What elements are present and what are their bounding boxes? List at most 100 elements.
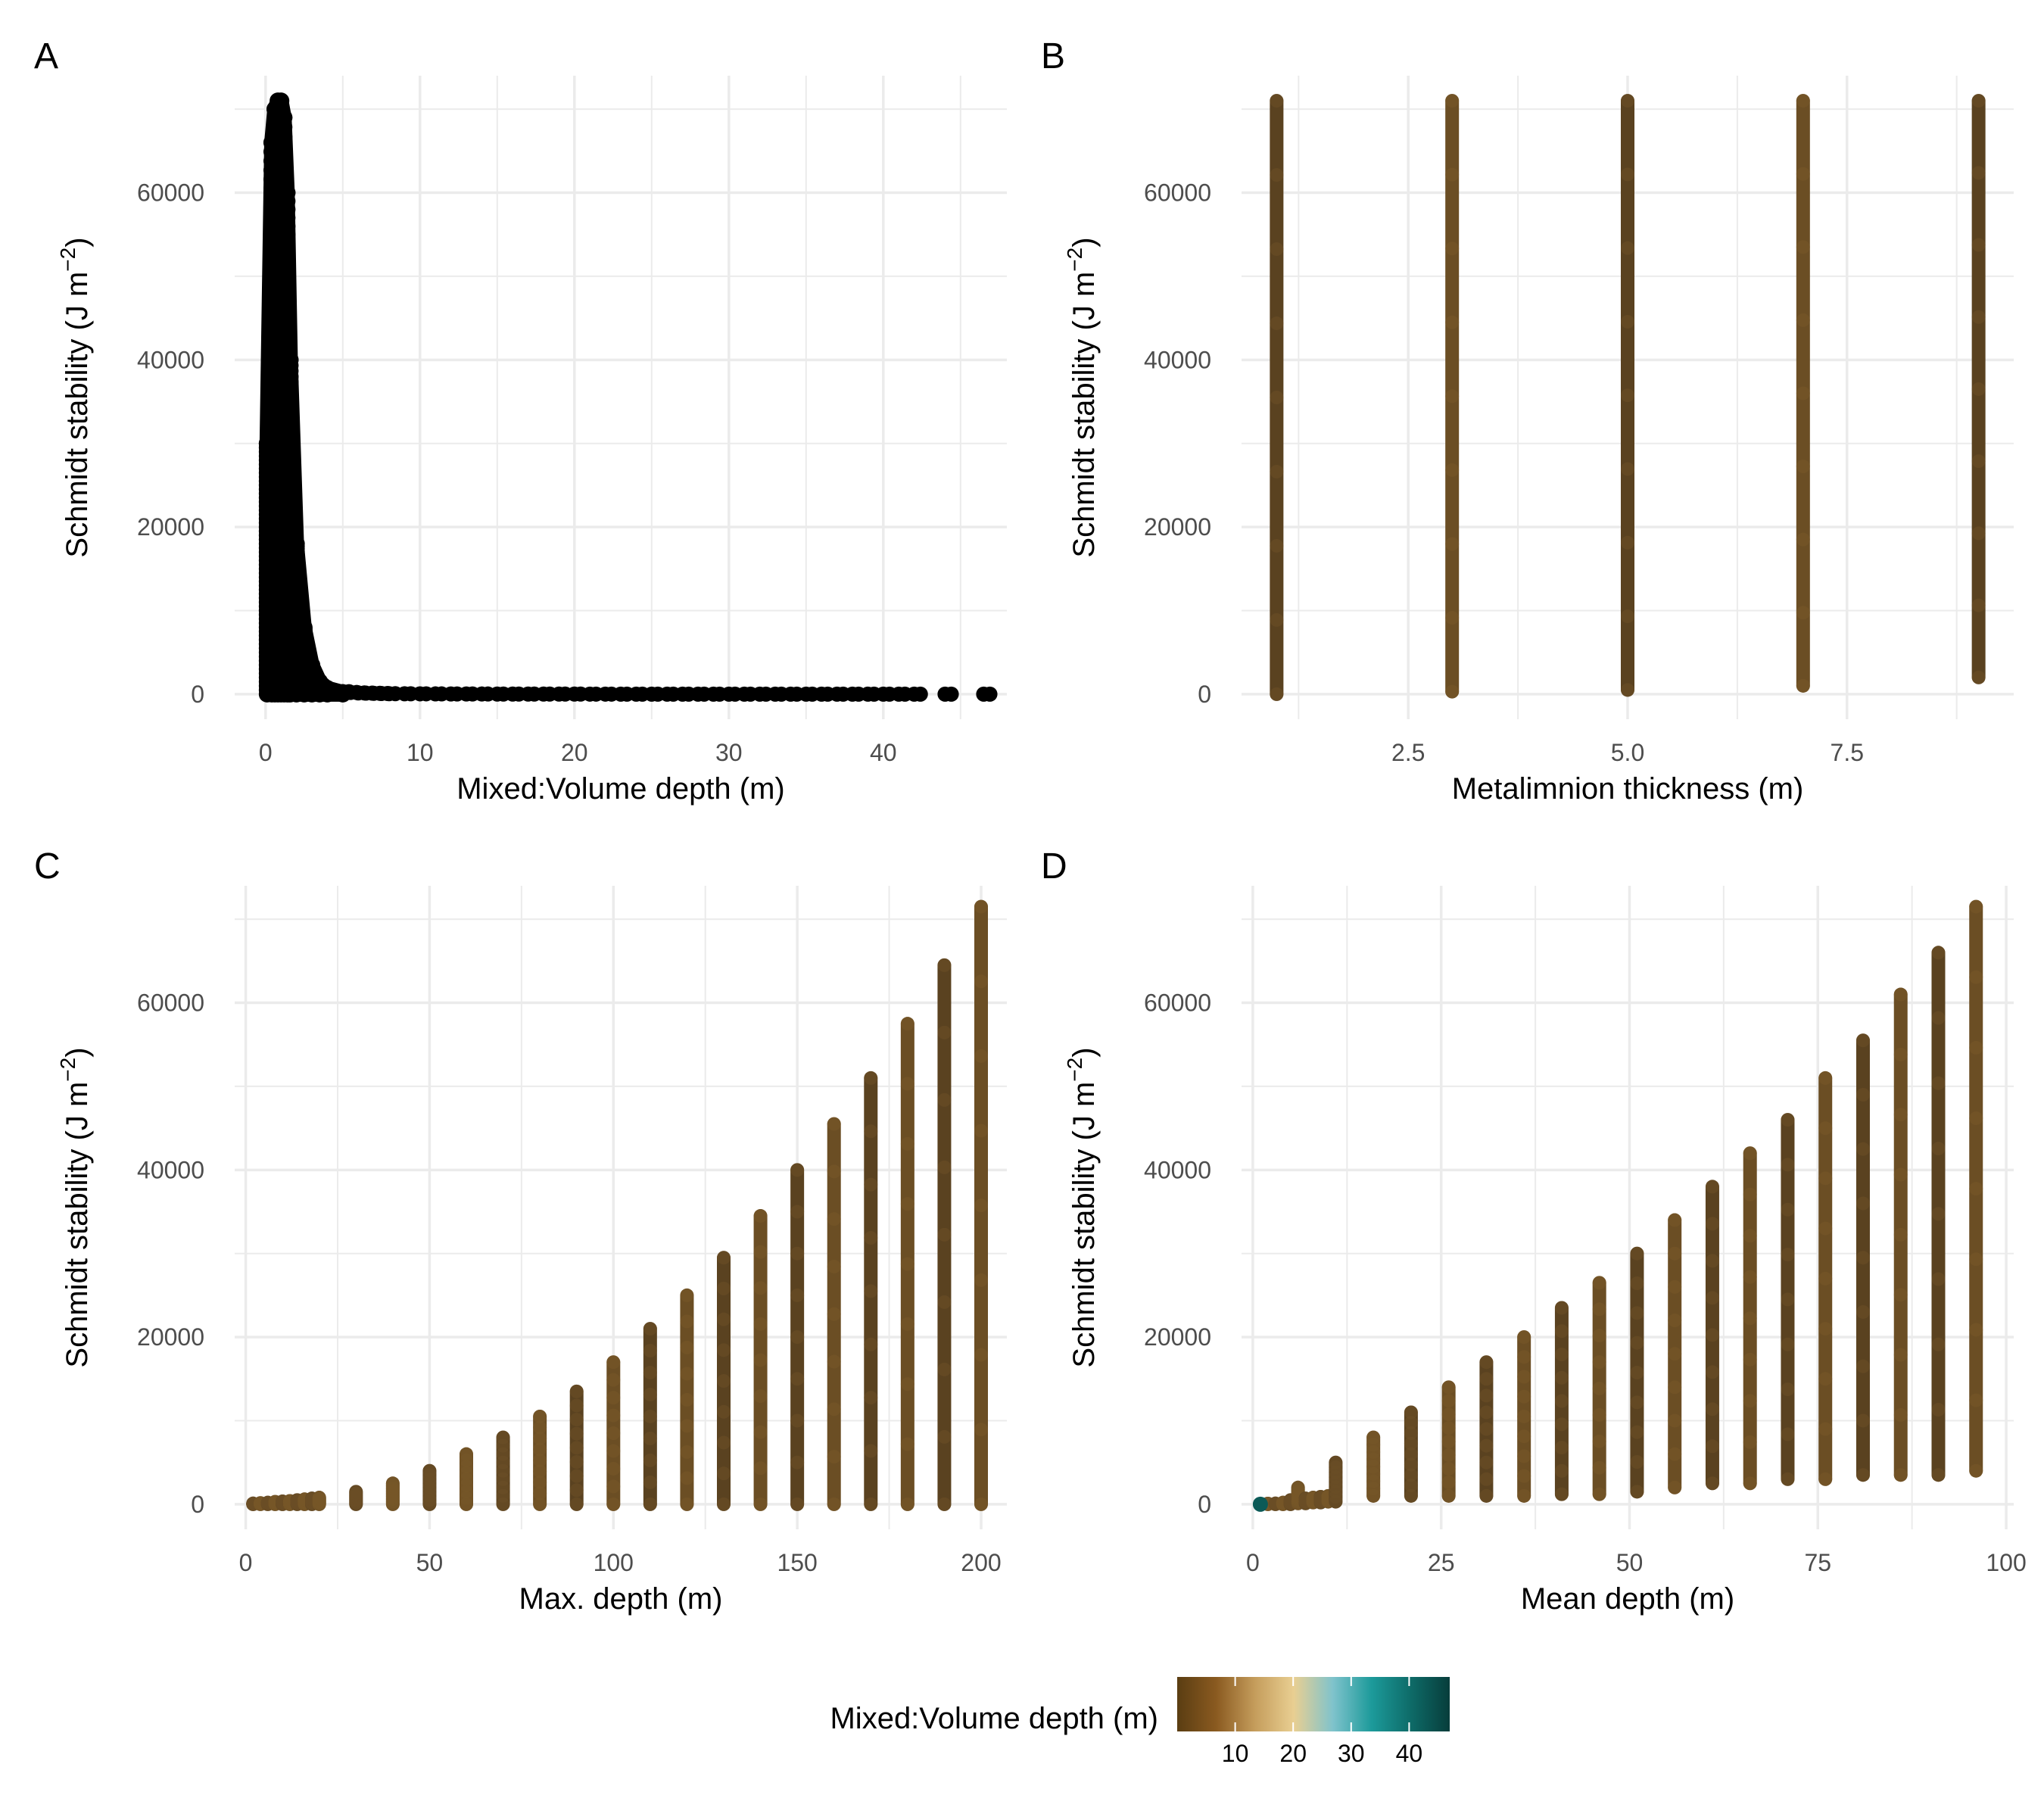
- data-point: [864, 1337, 878, 1351]
- data-point: [1705, 1476, 1719, 1491]
- data-point: [680, 1367, 694, 1381]
- data-point: [643, 1497, 657, 1511]
- data-point: [569, 1398, 584, 1413]
- y-axis-title-sup: −2: [1063, 1058, 1086, 1082]
- dense-point-cloud: [259, 93, 351, 702]
- data-point: [1893, 1468, 1908, 1482]
- data-point: [1441, 1461, 1456, 1476]
- data-point: [864, 1177, 878, 1192]
- data-point: [533, 1453, 547, 1467]
- data-point: [1818, 1121, 1833, 1136]
- y-axis-title-close: ): [1067, 237, 1101, 247]
- data-point: [1931, 1076, 1946, 1090]
- y-tick-label: 0: [1198, 1491, 1211, 1518]
- data-marks: [258, 92, 998, 703]
- data-point: [827, 1307, 841, 1321]
- data-point: [1668, 1380, 1682, 1395]
- data-point: [1796, 606, 1810, 620]
- data-point: [1630, 1395, 1644, 1410]
- data-point: [753, 1353, 768, 1367]
- data-point: [1445, 389, 1460, 404]
- y-tick-label: 60000: [137, 990, 204, 1017]
- data-point: [864, 1124, 878, 1139]
- data-point: [1554, 1394, 1569, 1408]
- data-point: [606, 1479, 621, 1494]
- data-point: [1893, 1108, 1908, 1122]
- x-tick-label: 100: [594, 1549, 634, 1576]
- data-point: [900, 1437, 915, 1451]
- data-marks: [1270, 94, 1986, 701]
- data-point: [1592, 1460, 1606, 1475]
- data-point: [1592, 1407, 1606, 1422]
- data-point: [1404, 1479, 1418, 1493]
- tick-labels: 0 10 20 30 40 0 20000 40000 60000: [137, 179, 897, 766]
- data-point: [569, 1454, 584, 1469]
- x-tick-label: 40: [870, 739, 897, 766]
- data-point: [1554, 1324, 1569, 1339]
- data-point: [1893, 1047, 1908, 1061]
- data-point: [1517, 1429, 1531, 1444]
- major-grid: [1242, 886, 2014, 1529]
- data-point: [1479, 1472, 1494, 1486]
- data-point: [1796, 678, 1810, 693]
- x-tick-label: 7.5: [1831, 739, 1864, 766]
- x-tick-label: 75: [1804, 1549, 1831, 1576]
- data-point: [1621, 462, 1634, 476]
- y-axis-title-main: Schmidt stability (J m: [1067, 272, 1101, 558]
- data-point: [1855, 1468, 1870, 1482]
- data-point: [1270, 391, 1284, 404]
- data-point: [1971, 166, 1986, 180]
- data-point: [1818, 1271, 1833, 1286]
- data-point: [1931, 1011, 1946, 1025]
- data-point: [1479, 1422, 1494, 1436]
- data-point: [1781, 1202, 1795, 1217]
- data-point: [1592, 1329, 1606, 1343]
- data-point: [606, 1391, 621, 1405]
- data-point: [1621, 535, 1634, 550]
- data-point: [717, 1374, 731, 1388]
- data-point: [1270, 464, 1284, 478]
- data-point: [937, 1160, 952, 1174]
- data-point: [1781, 1382, 1795, 1397]
- data-point: [974, 1497, 988, 1511]
- major-grid: [235, 76, 1007, 719]
- y-tick-label: 40000: [1144, 346, 1211, 373]
- data-point: [606, 1373, 621, 1387]
- x-axis-title: Max. depth (m): [519, 1582, 723, 1616]
- data-point: [1270, 612, 1284, 627]
- data-point: [1630, 1366, 1644, 1380]
- data-point: [533, 1497, 547, 1511]
- x-tick-label: 2.5: [1391, 739, 1425, 766]
- data-point: [717, 1497, 731, 1511]
- data-point: [1592, 1381, 1606, 1395]
- data-point: [1668, 1213, 1682, 1227]
- data-point: [1554, 1487, 1569, 1501]
- data-point: [864, 1071, 878, 1085]
- data-point: [827, 1212, 841, 1226]
- y-tick-label: 0: [1198, 681, 1211, 708]
- data-point: [680, 1419, 694, 1433]
- data-point: [1818, 1422, 1833, 1436]
- data-point: [717, 1343, 731, 1357]
- data-point: [1781, 1472, 1795, 1486]
- data-point: [1743, 1352, 1757, 1367]
- data-point: [1969, 970, 1983, 984]
- legend-tick-label: 30: [1338, 1740, 1365, 1767]
- data-point: [717, 1404, 731, 1419]
- x-tick-label: 200: [961, 1549, 1001, 1576]
- data-point: [533, 1409, 547, 1423]
- data-point: [717, 1466, 731, 1481]
- x-tick-label: 0: [239, 1549, 253, 1576]
- data-point: [606, 1408, 621, 1423]
- data-point: [1969, 1182, 1983, 1196]
- data-point: [643, 1322, 657, 1336]
- data-point: [790, 1288, 805, 1302]
- data-point: [1971, 238, 1986, 252]
- data-point: [349, 1485, 363, 1499]
- data-point: [1971, 382, 1986, 396]
- data-point: [1404, 1457, 1418, 1472]
- data-point: [827, 1164, 841, 1179]
- data-point: [1668, 1314, 1682, 1328]
- data-point: [1743, 1476, 1757, 1491]
- data-point: [1969, 899, 1983, 914]
